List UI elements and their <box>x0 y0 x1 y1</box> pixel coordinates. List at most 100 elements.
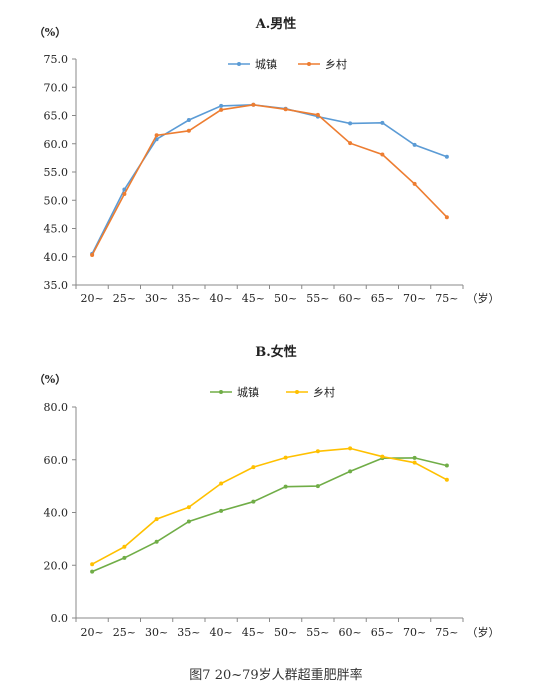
data-point <box>380 152 385 157</box>
chart-title: B.女性 <box>255 344 297 360</box>
x-tick-label: 60~ <box>339 626 362 639</box>
x-tick-label: 20~ <box>81 626 104 639</box>
data-point <box>380 120 385 125</box>
x-axis-unit-label: （岁） <box>467 625 500 639</box>
data-point <box>122 187 127 192</box>
legend-label: 乡村 <box>325 57 347 71</box>
data-point <box>348 446 353 451</box>
x-tick-label: 45~ <box>242 626 265 639</box>
series-line-rural <box>91 103 448 256</box>
legend-marker <box>219 390 223 394</box>
x-tick-label: 55~ <box>306 626 329 639</box>
y-tick-label: 80.0 <box>44 401 69 414</box>
y-tick-label: 50.0 <box>44 194 69 207</box>
data-point <box>348 469 353 474</box>
legend-label: 城镇 <box>237 385 259 399</box>
data-point <box>412 142 417 147</box>
y-tick-label: 0.0 <box>51 612 69 625</box>
data-point <box>186 128 191 133</box>
data-point <box>251 465 256 470</box>
legend-marker <box>237 62 241 66</box>
data-point <box>251 102 256 107</box>
y-tick-label: 35.0 <box>44 279 69 292</box>
data-point <box>90 569 95 574</box>
data-point <box>219 481 224 486</box>
series-line-urban <box>91 103 448 255</box>
x-tick-label: 40~ <box>210 626 233 639</box>
x-tick-label: 75~ <box>435 292 458 305</box>
data-point <box>186 118 191 123</box>
data-point <box>251 499 256 504</box>
x-axis-unit-label: （岁） <box>467 291 500 305</box>
data-point <box>154 539 159 544</box>
data-point <box>444 154 449 159</box>
legend-label: 城镇 <box>255 57 277 71</box>
legend-marker <box>307 62 311 66</box>
x-tick-label: 30~ <box>145 292 168 305</box>
legend-label: 乡村 <box>313 385 335 399</box>
data-point <box>412 455 417 460</box>
data-point <box>154 133 159 138</box>
data-point <box>380 454 385 459</box>
data-point <box>283 455 288 460</box>
data-point <box>315 449 320 454</box>
y-tick-label: 55.0 <box>44 166 69 179</box>
x-tick-label: 25~ <box>113 292 136 305</box>
y-tick-label: 70.0 <box>44 81 69 94</box>
y-tick-label: 75.0 <box>44 53 69 66</box>
y-axis-unit-label: （%） <box>34 26 66 39</box>
y-tick-label: 65.0 <box>44 110 69 123</box>
x-tick-label: 20~ <box>81 292 104 305</box>
x-tick-label: 35~ <box>177 626 200 639</box>
data-point <box>219 103 224 108</box>
series-line-urban <box>91 457 448 573</box>
data-point <box>283 484 288 489</box>
data-point <box>412 460 417 465</box>
x-tick-label: 25~ <box>113 626 136 639</box>
series-line-rural <box>91 447 448 565</box>
x-tick-label: 50~ <box>274 292 297 305</box>
data-point <box>219 107 224 112</box>
data-point <box>122 544 127 549</box>
x-tick-label: 40~ <box>210 292 233 305</box>
data-point <box>90 253 95 258</box>
data-point <box>348 141 353 146</box>
x-tick-label: 30~ <box>145 626 168 639</box>
figure-caption: 图7 20~79岁人群超重肥胖率 <box>189 668 363 683</box>
y-tick-label: 40.0 <box>44 507 69 520</box>
x-tick-label: 70~ <box>403 292 426 305</box>
data-point <box>283 107 288 112</box>
legend-marker <box>295 390 299 394</box>
x-tick-label: 45~ <box>242 292 265 305</box>
data-point <box>315 484 320 489</box>
chart-title: A.男性 <box>255 16 297 32</box>
x-tick-label: 55~ <box>306 292 329 305</box>
data-point <box>186 505 191 510</box>
x-tick-label: 65~ <box>371 292 394 305</box>
data-point <box>444 215 449 220</box>
y-tick-label: 45.0 <box>44 223 69 236</box>
x-tick-label: 70~ <box>403 626 426 639</box>
data-point <box>444 477 449 482</box>
x-tick-label: 75~ <box>435 626 458 639</box>
x-tick-label: 50~ <box>274 626 297 639</box>
data-point <box>90 562 95 567</box>
x-tick-label: 60~ <box>339 292 362 305</box>
x-tick-label: 35~ <box>177 292 200 305</box>
y-axis-unit-label: （%） <box>34 373 66 386</box>
data-point <box>219 508 224 513</box>
y-tick-label: 60.0 <box>44 138 69 151</box>
x-tick-label: 65~ <box>371 626 394 639</box>
data-point <box>348 121 353 126</box>
data-point <box>186 519 191 524</box>
data-point <box>412 181 417 186</box>
y-tick-label: 40.0 <box>44 251 69 264</box>
data-point <box>122 192 127 197</box>
data-point <box>154 517 159 522</box>
data-point <box>122 555 127 560</box>
data-point <box>444 463 449 468</box>
data-point <box>315 112 320 117</box>
y-tick-label: 20.0 <box>44 559 69 572</box>
y-tick-label: 60.0 <box>44 454 69 467</box>
